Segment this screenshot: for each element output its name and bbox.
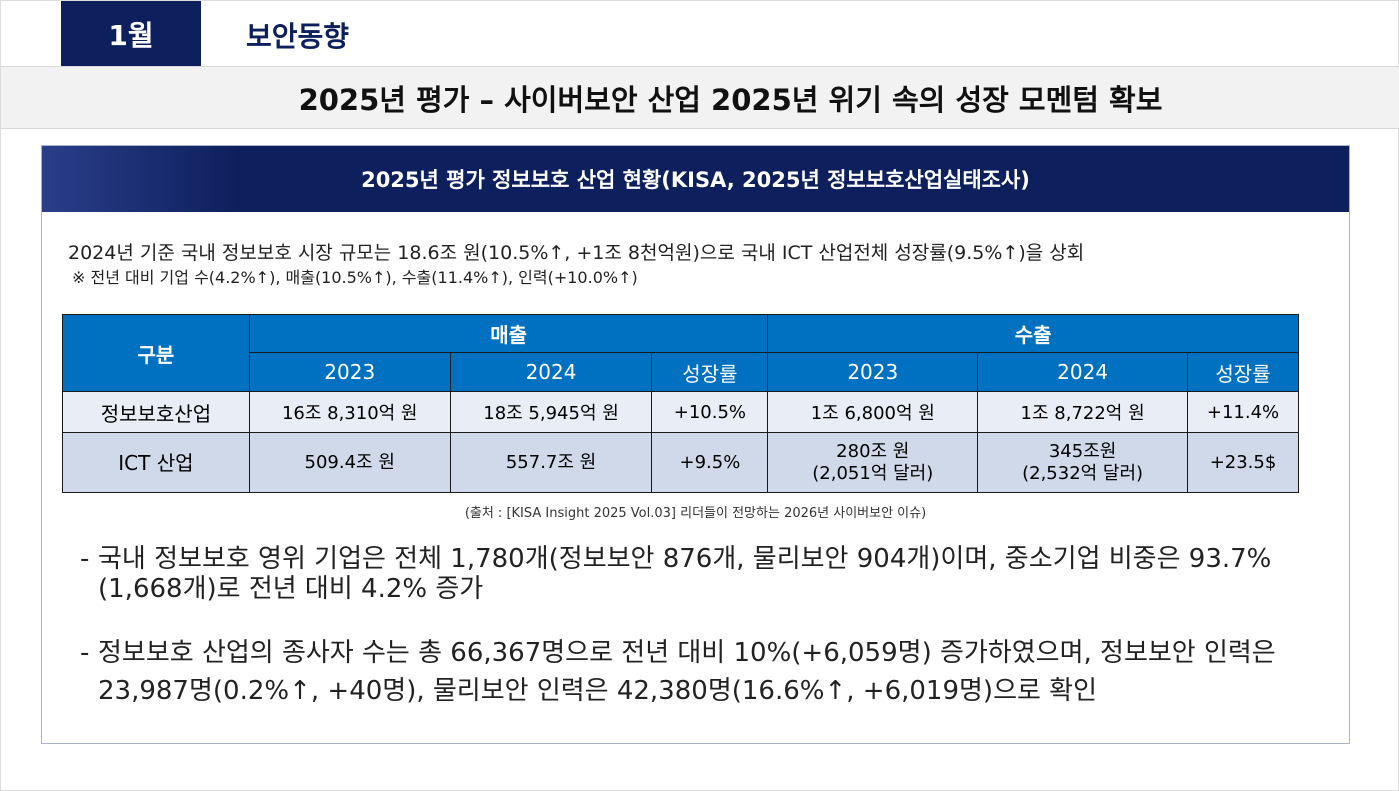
cell: 557.7조 원 [449,432,653,493]
source-note: (출처 : [KISA Insight 2025 Vol.03] 리더들이 전망… [464,506,927,521]
industry-table: 구분 매출 수출 2023 2024 성장률 2023 2024 성장률 정보보… [62,314,1299,493]
intro-note: ※ 전년 대비 기업 수(4.2%↑), 매출(10.5%↑), 수출(11.4… [72,268,638,287]
cell: +23.5$ [1187,432,1299,493]
row-label: ICT 산업 [62,432,250,493]
subheader: 2024 [977,352,1188,392]
cell: +10.5% [651,391,769,433]
page-title: 2025년 평가 – 사이버보안 산업 2025년 위기 속의 성장 모멘텀 확… [1,66,1399,129]
subheader: 성장률 [651,352,769,392]
table-row: 정보보호산업 16조 8,310억 원 18조 5,945억 원 +10.5% … [62,391,1299,433]
section-title: 보안동향 [246,20,350,53]
panel-heading: 2025년 평가 정보보호 산업 현황(KISA, 2025년 정보보호산업실태… [42,146,1349,212]
month-badge: 1월 [61,1,201,66]
subheader: 성장률 [1187,352,1299,392]
subheader: 2024 [449,352,653,392]
bullet-item: - 국내 정보보호 영위 기업은 전체 1,780개(정보보안 876개, 물리보… [80,544,1272,604]
content-panel: 2025년 평가 정보보호 산업 현황(KISA, 2025년 정보보호산업실태… [41,145,1350,744]
cell: 18조 5,945억 원 [449,391,653,433]
cell: 345조원 (2,532억 달러) [977,432,1188,493]
subheader: 2023 [248,352,451,392]
header-sales: 매출 [248,314,769,353]
cell: 1조 6,800억 원 [767,391,979,433]
cell: 1조 8,722억 원 [977,391,1188,433]
intro-text: 2024년 기준 국내 정보보호 시장 규모는 18.6조 원(10.5%↑, … [68,242,1085,264]
header-export: 수출 [767,314,1299,353]
cell: +11.4% [1187,391,1299,433]
cell: 280조 원 (2,051억 달러) [767,432,979,493]
cell: 16조 8,310억 원 [248,391,451,433]
bullet-item: - 정보보호 산업의 종사자 수는 총 66,367명으로 전년 대비 10%(+… [80,638,1276,706]
table-row: ICT 산업 509.4조 원 557.7조 원 +9.5% 280조 원 (2… [62,432,1299,493]
header-category: 구분 [62,314,250,392]
cell: +9.5% [651,432,769,493]
cell: 509.4조 원 [248,432,451,493]
subheader: 2023 [767,352,979,392]
row-label: 정보보호산업 [62,391,250,433]
